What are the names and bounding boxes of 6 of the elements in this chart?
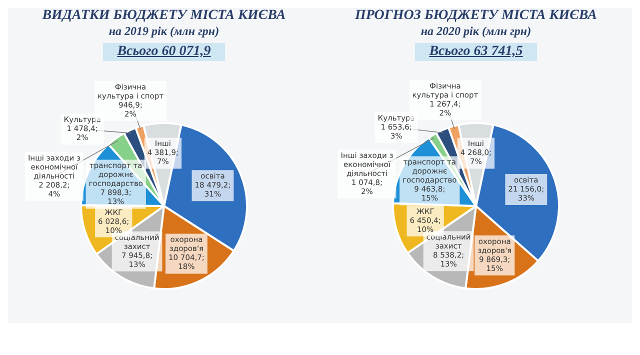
chart-title: ПРОГНОЗ БЮДЖЕТУ МІСТА КИЄВА (354, 8, 598, 24)
text: Всього 60 071,9 (103, 43, 225, 61)
chart-title: ВИДАТКИ БЮДЖЕТУ МІСТА КИЄВА (41, 8, 287, 24)
chart-subtitle: на 2020 рік (млн грн) (420, 24, 532, 39)
chart-subtitle: на 2019 рік (млн грн) (108, 24, 220, 39)
text: Всього 63 741,5 (415, 43, 537, 61)
